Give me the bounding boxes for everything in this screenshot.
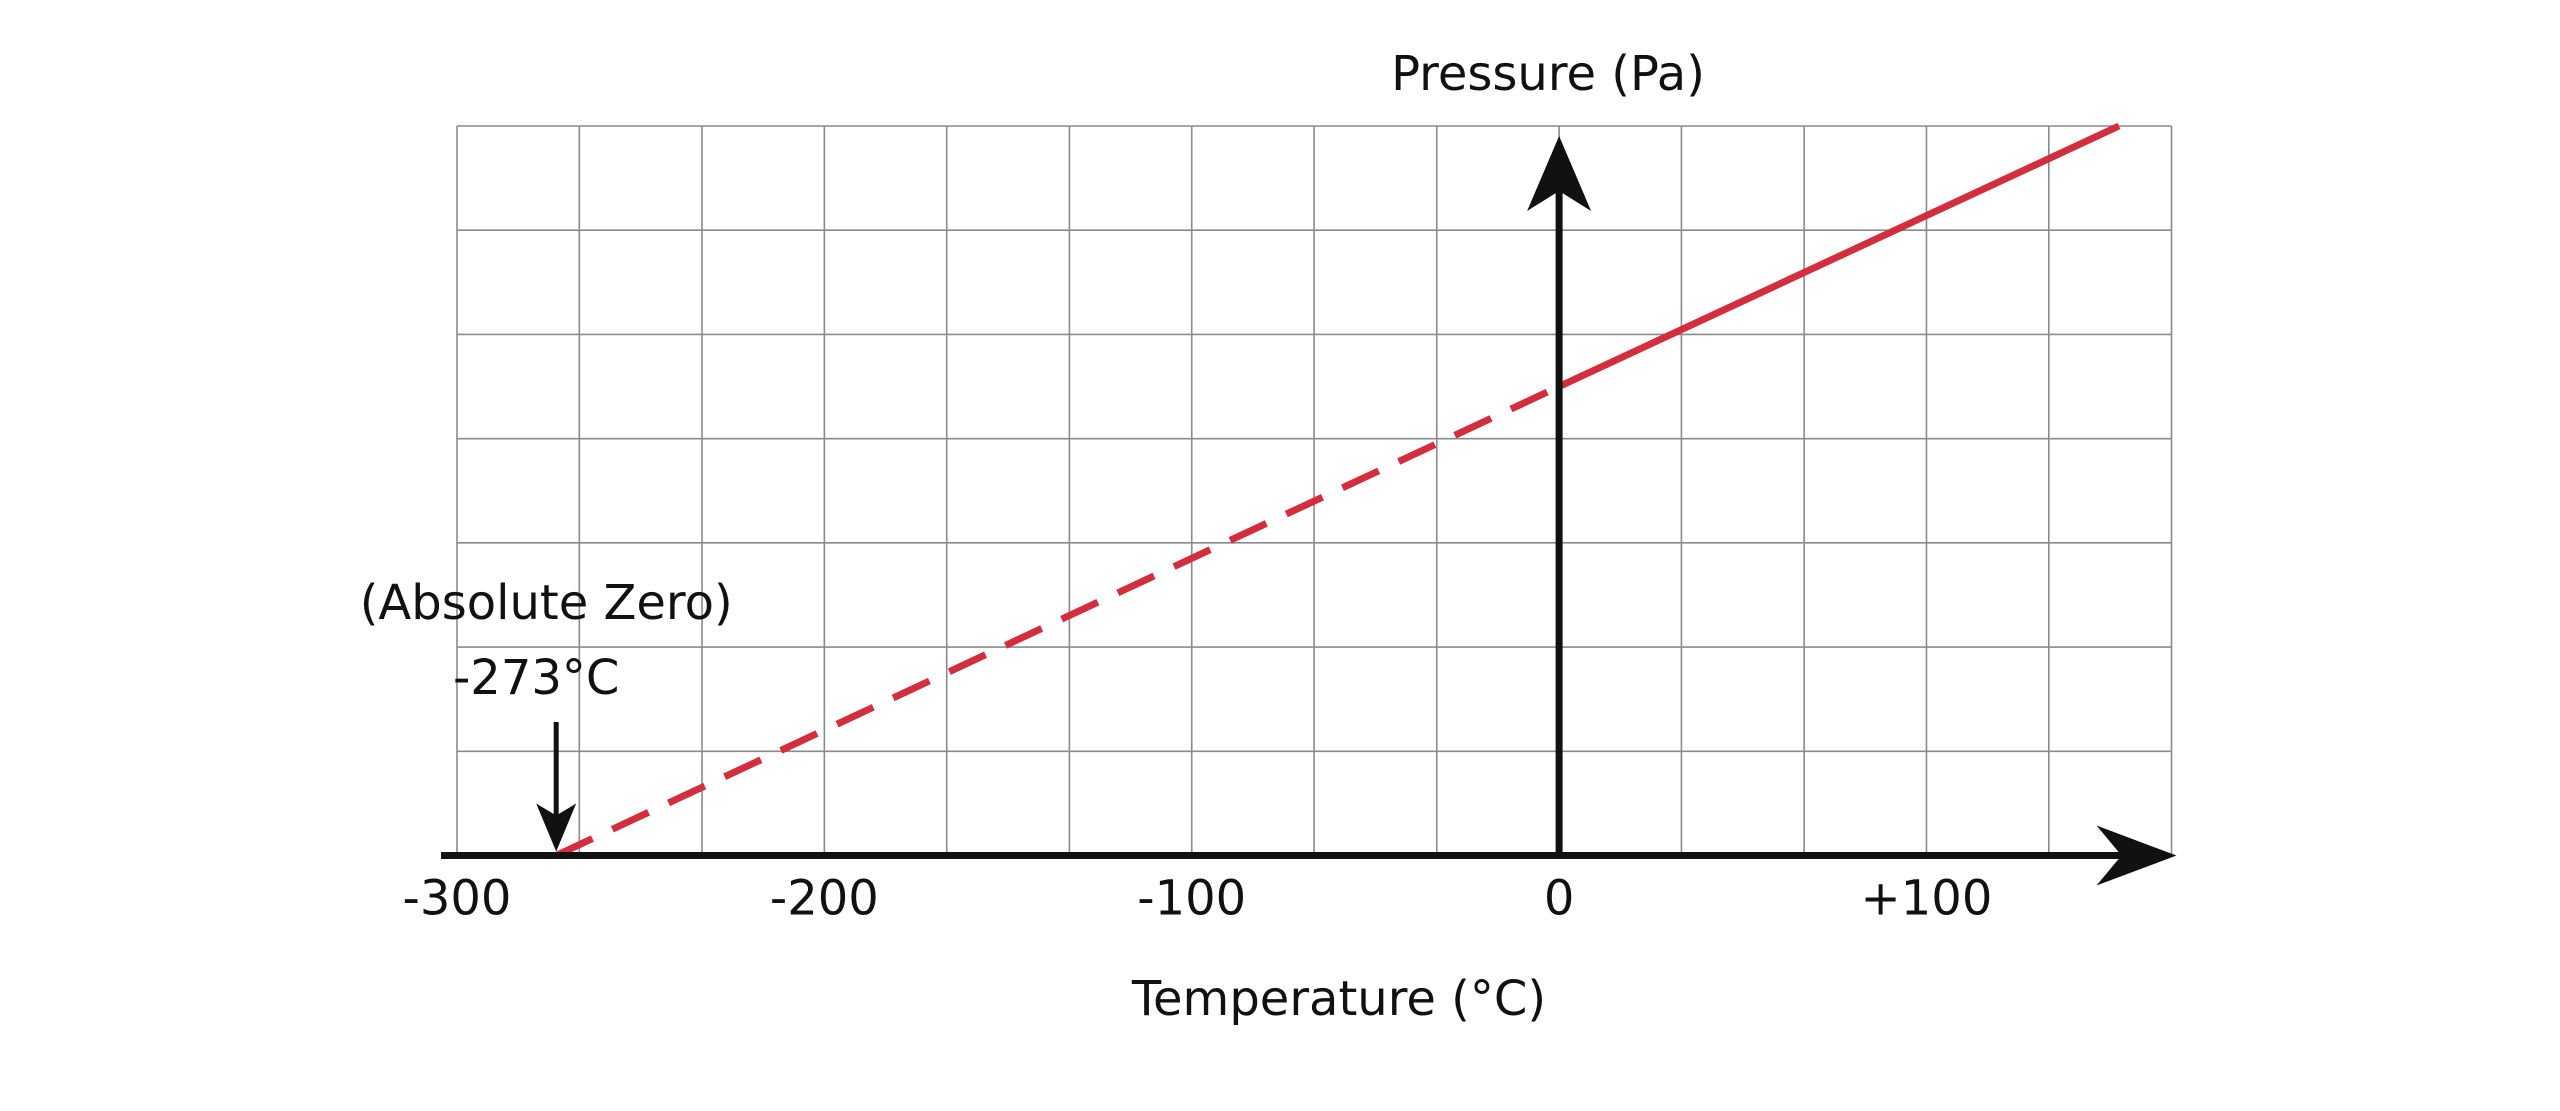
x-axis-arrow — [2096, 825, 2177, 886]
y-axis-label: Pressure (Pa) — [1391, 46, 1705, 102]
x-tick-label: +100 — [1861, 871, 1993, 927]
line-segment — [1557, 122, 2121, 390]
x-axis-label: Temperature (°C) — [1131, 971, 1546, 1027]
x-tick-label: -100 — [1137, 871, 1246, 927]
x-tick-label: -300 — [403, 871, 512, 927]
annotation-text: -273°C — [453, 650, 619, 706]
x-tick-label: -200 — [770, 871, 879, 927]
plot — [554, 122, 2121, 859]
x-tick-label: 0 — [1544, 871, 1575, 927]
annotation: (Absolute Zero) -273°C — [360, 575, 733, 852]
grid — [456, 125, 2173, 857]
y-axis-arrow — [1527, 136, 1592, 211]
annotation-text: (Absolute Zero) — [360, 575, 733, 631]
annotation-arrowhead — [536, 803, 577, 852]
